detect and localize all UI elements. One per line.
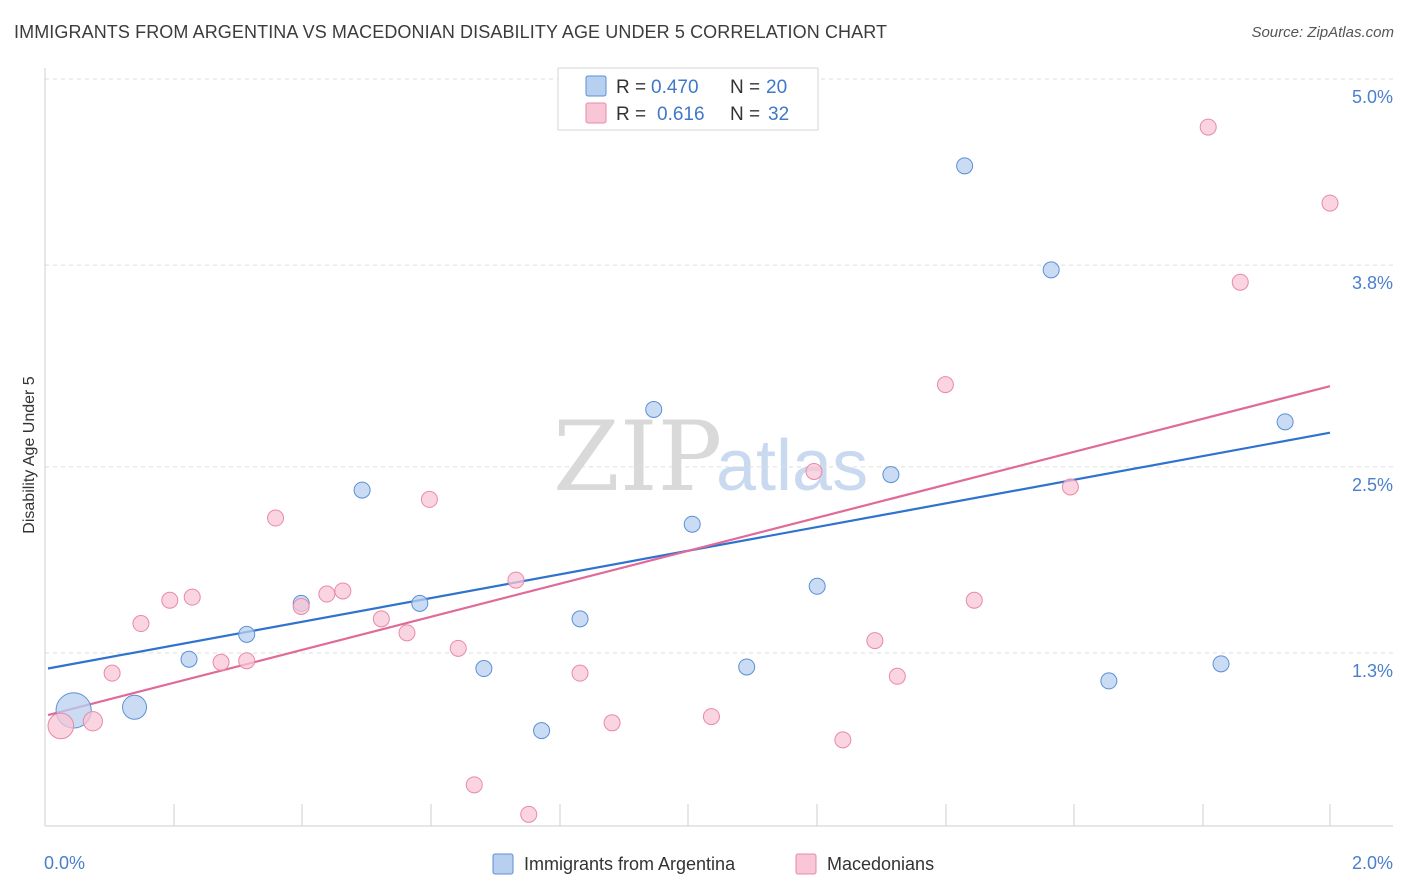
x-tick-label-0: 0.0% xyxy=(44,853,85,873)
point-s1-24 xyxy=(866,632,884,650)
series-legend-swatch-argentina xyxy=(492,853,514,875)
point-s0-12 xyxy=(738,658,756,676)
point-s1-9 xyxy=(292,597,310,615)
point-s1-15 xyxy=(449,639,467,657)
point-s0-10 xyxy=(645,400,663,418)
point-s1-18 xyxy=(520,805,538,823)
point-s0-1 xyxy=(122,694,148,720)
series-legend-label-argentina: Immigrants from Argentina xyxy=(524,854,736,874)
point-s0-7 xyxy=(475,660,493,678)
point-s1-17 xyxy=(507,571,525,589)
point-s1-19 xyxy=(571,664,589,682)
legend-n-value-macedonians: 32 xyxy=(768,104,789,125)
trendline-1 xyxy=(47,385,1331,717)
watermark-atlas: atlas xyxy=(716,426,868,506)
point-s0-9 xyxy=(571,610,589,628)
point-s1-14 xyxy=(420,490,438,508)
y-axis-label: Disability Age Under 5 xyxy=(21,376,38,534)
point-s1-1 xyxy=(82,711,103,732)
point-s1-30 xyxy=(1231,273,1249,291)
legend-r-label-argentina: R = xyxy=(616,77,646,98)
point-s1-0 xyxy=(47,712,75,740)
y-tick-label-2: 3.8% xyxy=(1352,273,1393,293)
correlation-legend: R = 0.470 N = 20 R = 0.616 N = 32 xyxy=(557,67,819,131)
point-s1-3 xyxy=(132,615,150,633)
y-tick-labels: 1.3% 2.5% 3.8% 5.0% xyxy=(1352,87,1393,681)
point-s0-13 xyxy=(808,577,826,595)
axes xyxy=(44,68,1393,827)
point-s1-10 xyxy=(318,585,336,603)
point-s0-8 xyxy=(533,722,551,740)
point-s1-4 xyxy=(161,591,179,609)
point-s1-26 xyxy=(936,376,954,394)
point-s1-13 xyxy=(398,624,416,642)
legend-r-value-macedonians: 0.616 xyxy=(657,104,705,125)
y-tick-label-1: 2.5% xyxy=(1352,475,1393,495)
point-s1-16 xyxy=(465,776,483,794)
legend-swatch-macedonians xyxy=(585,102,607,124)
point-s1-27 xyxy=(965,591,983,609)
legend-n-value-argentina: 20 xyxy=(766,77,787,98)
point-s0-5 xyxy=(353,481,371,499)
point-s0-17 xyxy=(1100,672,1118,690)
point-s0-15 xyxy=(956,157,974,175)
point-s0-11 xyxy=(683,515,701,533)
point-s1-21 xyxy=(702,708,720,726)
x-tick-label-1: 2.0% xyxy=(1352,853,1393,873)
point-s1-11 xyxy=(334,582,352,600)
chart-title: IMMIGRANTS FROM ARGENTINA VS MACEDONIAN … xyxy=(14,22,888,42)
point-s1-31 xyxy=(1321,194,1339,212)
point-s0-3 xyxy=(238,625,256,643)
source-label: Source: ZipAtlas.com xyxy=(1251,24,1394,41)
point-s1-8 xyxy=(267,509,285,527)
point-s1-2 xyxy=(103,664,121,682)
point-s1-23 xyxy=(834,731,852,749)
point-s1-28 xyxy=(1061,478,1079,496)
point-s1-20 xyxy=(603,714,621,732)
legend-r-label-macedonians: R = xyxy=(616,104,646,125)
trendlines xyxy=(47,385,1331,717)
x-tick-labels: 0.0% 2.0% xyxy=(44,853,1393,873)
watermark-zip: ZIP xyxy=(553,401,722,513)
point-s0-18 xyxy=(1212,655,1230,673)
point-s1-6 xyxy=(212,653,230,671)
legend-n-label-macedonians: N = xyxy=(730,104,760,125)
grid-lines xyxy=(45,78,1393,654)
data-points xyxy=(47,118,1339,823)
point-s1-29 xyxy=(1199,118,1217,136)
point-s0-19 xyxy=(1276,413,1294,431)
point-s0-6 xyxy=(411,594,429,612)
legend-r-value-argentina: 0.470 xyxy=(651,77,699,98)
series-legend-swatch-macedonians xyxy=(795,853,817,875)
legend-swatch-argentina xyxy=(585,75,607,97)
series-legend: Immigrants from Argentina Macedonians xyxy=(492,853,934,875)
series-legend-label-macedonians: Macedonians xyxy=(827,854,934,874)
point-s1-25 xyxy=(888,667,906,685)
y-tick-label-0: 1.3% xyxy=(1352,661,1393,681)
y-tick-label-3: 5.0% xyxy=(1352,87,1393,107)
point-s1-7 xyxy=(238,652,256,670)
legend-n-label-argentina: N = xyxy=(730,77,760,98)
point-s0-16 xyxy=(1042,261,1060,279)
point-s1-12 xyxy=(372,610,390,628)
point-s0-2 xyxy=(180,650,198,668)
point-s1-22 xyxy=(805,462,823,480)
point-s1-5 xyxy=(183,588,201,606)
point-s0-14 xyxy=(882,466,900,484)
